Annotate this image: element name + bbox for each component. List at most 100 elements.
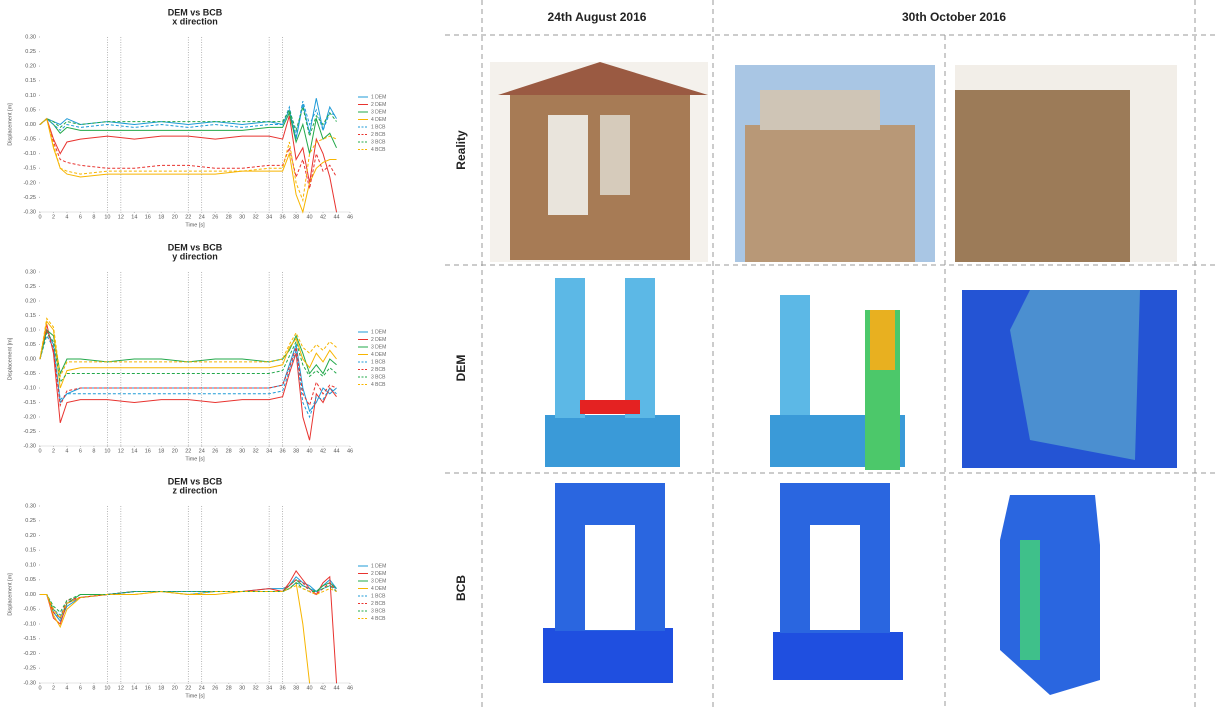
legend-label: 1 DEM — [371, 94, 386, 100]
y-tick-label: -0.25 — [23, 195, 36, 201]
y-tick-label: -0.30 — [23, 209, 36, 215]
x-tick-label: 8 — [92, 448, 95, 454]
y-tick-label: 0.10 — [25, 562, 36, 568]
legend-label: 1 DEM — [371, 329, 386, 335]
x-tick-label: 40 — [307, 214, 313, 220]
image-placeholder — [580, 400, 640, 414]
image-placeholder — [625, 278, 655, 418]
x-tick-label: 0 — [38, 214, 41, 220]
image-placeholder — [745, 125, 915, 262]
x-axis-label: Time [s] — [185, 456, 205, 462]
y-tick-label: -0.25 — [23, 666, 36, 672]
x-tick-label: 40 — [307, 448, 313, 454]
x-tick-label: 42 — [320, 448, 326, 454]
y-tick-label: -0.20 — [23, 414, 36, 420]
y-tick-label: 0.00 — [25, 592, 36, 598]
y-tick-label: 0.15 — [25, 548, 36, 554]
x-tick-label: 12 — [118, 685, 124, 691]
legend-label: 3 DEM — [371, 344, 386, 350]
x-tick-label: 36 — [280, 214, 286, 220]
x-tick-label: 12 — [118, 448, 124, 454]
image-placeholder — [555, 278, 585, 418]
legend-label: 2 DEM — [371, 102, 386, 108]
image-placeholder — [810, 525, 860, 630]
x-tick-label: 16 — [145, 685, 151, 691]
y-tick-label: -0.05 — [23, 371, 36, 377]
column-header: 30th October 2016 — [902, 10, 1006, 24]
x-tick-label: 44 — [333, 685, 339, 691]
x-tick-label: 26 — [212, 448, 218, 454]
x-tick-label: 0 — [38, 685, 41, 691]
y-tick-label: 0.25 — [25, 49, 36, 55]
image-placeholder — [773, 632, 903, 680]
y-tick-label: 0.00 — [25, 122, 36, 128]
y-tick-label: -0.10 — [23, 151, 36, 157]
series-line — [40, 119, 337, 189]
legend-label: 4 DEM — [371, 352, 386, 358]
y-tick-label: 0.15 — [25, 78, 36, 84]
y-tick-label: 0.20 — [25, 64, 36, 70]
x-tick-label: 30 — [239, 685, 245, 691]
y-tick-label: 0.30 — [25, 269, 36, 275]
y-tick-label: -0.10 — [23, 621, 36, 627]
x-tick-label: 36 — [280, 685, 286, 691]
y-tick-label: 0.30 — [25, 503, 36, 509]
x-tick-label: 22 — [185, 685, 191, 691]
x-tick-label: 10 — [104, 448, 110, 454]
legend-label: 1 BCB — [371, 124, 386, 130]
x-tick-label: 2 — [52, 448, 55, 454]
x-tick-label: 8 — [92, 685, 95, 691]
y-tick-label: -0.20 — [23, 180, 36, 186]
x-tick-label: 42 — [320, 685, 326, 691]
legend-label: 3 BCB — [371, 608, 386, 614]
x-tick-label: 36 — [280, 448, 286, 454]
y-tick-label: -0.05 — [23, 607, 36, 613]
x-tick-label: 20 — [172, 448, 178, 454]
row-label: BCB — [454, 575, 468, 601]
x-tick-label: 14 — [131, 214, 137, 220]
legend-label: 2 BCB — [371, 367, 386, 373]
image-placeholder — [1020, 540, 1040, 660]
y-tick-label: 0.15 — [25, 313, 36, 319]
y-tick-label: 0.30 — [25, 34, 36, 40]
image-placeholder — [600, 115, 630, 195]
y-tick-label: -0.20 — [23, 651, 36, 657]
y-tick-label: 0.25 — [25, 518, 36, 524]
x-tick-label: 22 — [185, 214, 191, 220]
y-tick-label: 0.20 — [25, 298, 36, 304]
x-tick-label: 28 — [226, 448, 232, 454]
row-label: DEM — [454, 355, 468, 382]
x-tick-label: 46 — [347, 448, 353, 454]
legend-label: 2 BCB — [371, 132, 386, 138]
x-tick-label: 30 — [239, 214, 245, 220]
legend-label: 3 BCB — [371, 374, 386, 380]
x-tick-label: 34 — [266, 448, 272, 454]
x-tick-label: 32 — [253, 214, 259, 220]
chart-subtitle: x direction — [172, 16, 218, 26]
x-tick-label: 38 — [293, 685, 299, 691]
legend-label: 1 BCB — [371, 593, 386, 599]
x-tick-label: 34 — [266, 685, 272, 691]
legend-label: 4 BCB — [371, 382, 386, 388]
legend-label: 2 DEM — [371, 337, 386, 343]
legend-label: 3 DEM — [371, 578, 386, 584]
legend-label: 2 BCB — [371, 601, 386, 607]
x-tick-label: 8 — [92, 214, 95, 220]
legend-label: 1 BCB — [371, 359, 386, 365]
y-tick-label: -0.05 — [23, 137, 36, 143]
y-tick-label: -0.15 — [23, 166, 36, 172]
image-placeholder — [760, 90, 880, 130]
legend-label: 3 DEM — [371, 109, 386, 115]
image-placeholder — [543, 628, 673, 683]
image-placeholder — [955, 90, 1130, 262]
x-tick-label: 0 — [38, 448, 41, 454]
x-tick-label: 4 — [65, 214, 68, 220]
x-tick-label: 30 — [239, 448, 245, 454]
x-tick-label: 14 — [131, 448, 137, 454]
x-tick-label: 6 — [79, 448, 82, 454]
x-tick-label: 12 — [118, 214, 124, 220]
y-axis-label: Displacement [m] — [7, 573, 13, 616]
chart-subtitle: y direction — [172, 251, 218, 261]
x-tick-label: 4 — [65, 685, 68, 691]
x-tick-label: 24 — [199, 685, 205, 691]
